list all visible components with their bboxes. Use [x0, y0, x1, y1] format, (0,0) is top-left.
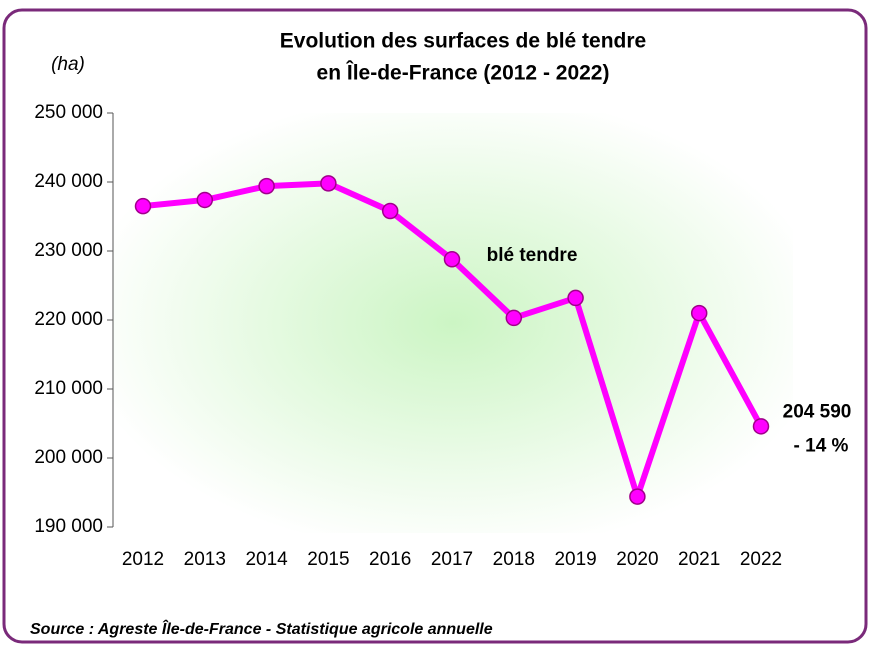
- marker: [381, 202, 399, 220]
- marker: [629, 488, 646, 505]
- y-tick-label: 240 000: [34, 171, 103, 192]
- annotation: - 14 %: [794, 435, 849, 456]
- x-tick-label: 2016: [369, 549, 411, 570]
- marker: [443, 251, 461, 268]
- data-label: 204 590: [783, 401, 852, 422]
- x-tick-label: 2021: [678, 549, 720, 570]
- x-tick-label: 2019: [554, 549, 596, 570]
- y-tick-label: 190 000: [34, 516, 103, 537]
- x-tick-label: 2020: [616, 549, 658, 570]
- y-tick-label: 200 000: [34, 447, 103, 468]
- chart-title: en Île-de-France (2012 - 2022): [317, 61, 610, 85]
- x-tick-label: 2014: [245, 549, 288, 570]
- chart-title: Evolution des surfaces de blé tendre: [280, 30, 646, 53]
- marker: [752, 418, 770, 435]
- marker: [690, 304, 708, 322]
- series-label: blé tendre: [487, 245, 578, 266]
- x-tick-label: 2012: [122, 549, 164, 570]
- y-tick-label: 210 000: [34, 378, 103, 399]
- y-tick-label: 230 000: [34, 240, 103, 261]
- x-tick-label: 2013: [184, 549, 226, 570]
- marker: [134, 197, 152, 215]
- marker: [196, 191, 214, 209]
- y-axis-label: (ha): [51, 54, 85, 75]
- marker: [505, 309, 523, 327]
- y-tick-label: 250 000: [34, 102, 103, 123]
- x-tick-label: 2018: [493, 549, 535, 570]
- source: Source : Agreste Île-de-France - Statist…: [30, 619, 493, 638]
- x-tick-label: 2022: [740, 549, 782, 570]
- plot-background: [113, 113, 793, 533]
- marker: [258, 177, 275, 195]
- x-tick-label: 2017: [431, 549, 473, 570]
- marker: [567, 289, 584, 307]
- marker: [320, 175, 337, 192]
- y-tick-label: 220 000: [34, 309, 103, 330]
- x-tick-label: 2015: [307, 549, 349, 570]
